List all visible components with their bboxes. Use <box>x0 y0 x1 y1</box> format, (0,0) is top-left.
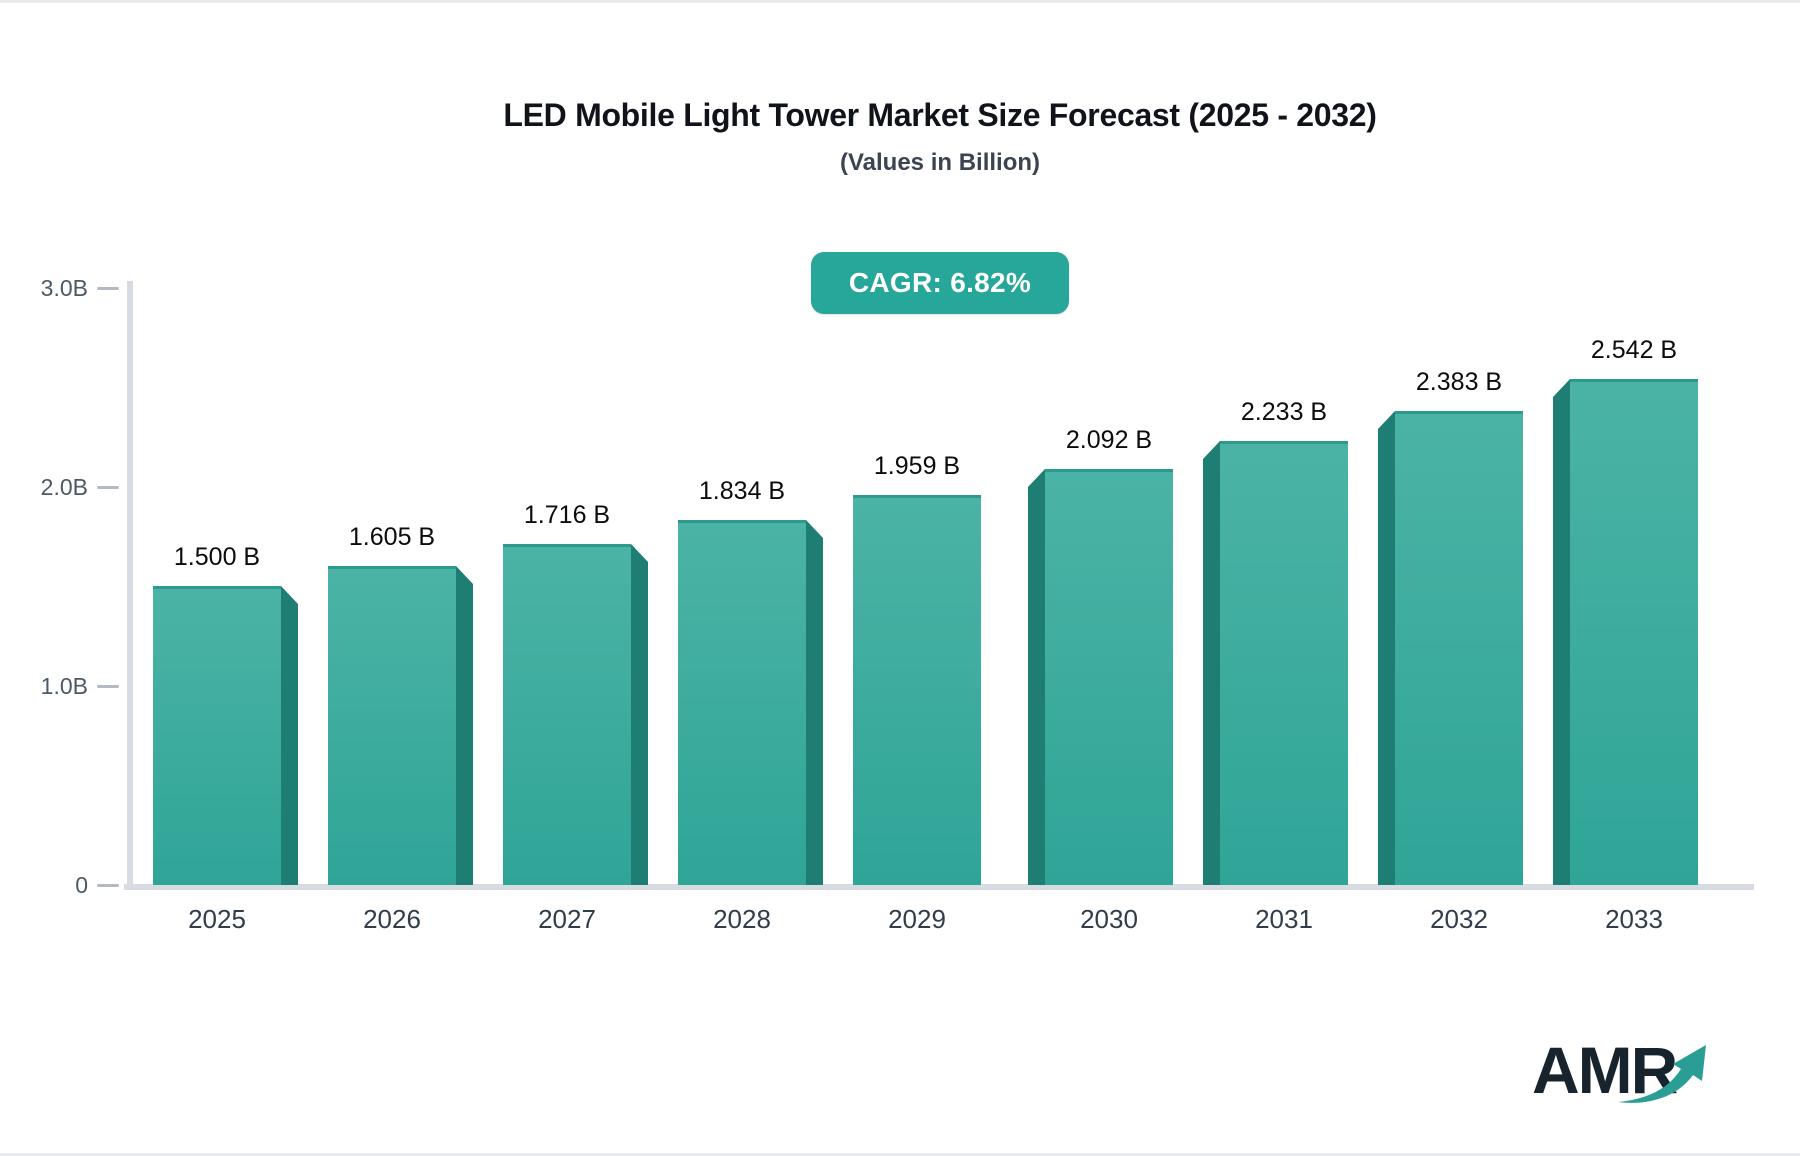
y-tick-label-0: 0 <box>75 872 88 898</box>
bar-side-2033 <box>1553 379 1570 885</box>
x-tick-label-2032: 2032 <box>1430 904 1488 934</box>
page-bottom-border <box>0 1153 1800 1156</box>
bar-face-2032[interactable] <box>1395 411 1523 885</box>
bar-value-label-2032: 2.383 B <box>1415 368 1503 396</box>
y-axis-line <box>127 281 133 890</box>
x-tick-label-2030: 2030 <box>1080 904 1138 934</box>
bar-side-2031 <box>1203 441 1220 885</box>
chart-title: LED Mobile Light Tower Market Size Forec… <box>503 97 1377 133</box>
brand-logo: AMR <box>1522 1032 1732 1122</box>
y-tick-3.0B <box>97 287 119 290</box>
cagr-badge: CAGR: 6.82% <box>810 252 1070 314</box>
x-axis-line <box>124 884 1754 890</box>
cagr-badge-row: CAGR: 6.82% <box>130 252 1750 314</box>
y-tick-label-2.0B: 2.0B <box>40 474 88 500</box>
bar-value-label-2031: 2.233 B <box>1240 398 1328 426</box>
bar-face-2030[interactable] <box>1045 469 1173 885</box>
y-tick-label-3.0B: 3.0B <box>40 275 88 301</box>
x-tick-label-2029: 2029 <box>888 904 946 934</box>
page-top-border <box>0 0 1800 3</box>
bar-side-2026 <box>456 566 473 885</box>
bar-side-2025 <box>281 586 298 885</box>
x-tick-label-2028: 2028 <box>713 904 771 934</box>
bar-side-2027 <box>631 544 648 885</box>
bar-value-label-2026: 1.605 B <box>348 523 436 551</box>
bar-value-label-2028: 1.834 B <box>698 477 786 505</box>
bar-value-label-2029: 1.959 B <box>873 452 961 480</box>
x-tick-label-2025: 2025 <box>188 904 246 934</box>
y-tick-2.0B <box>97 486 119 489</box>
y-tick-1.0B <box>97 685 119 688</box>
bar-side-2028 <box>806 520 823 885</box>
x-tick-label-2026: 2026 <box>363 904 421 934</box>
bar-side-2030 <box>1028 469 1045 885</box>
bar-face-2028[interactable] <box>678 520 806 885</box>
bar-value-label-2027: 1.716 B <box>523 501 611 529</box>
y-tick-0 <box>97 884 119 887</box>
bar-value-label-2030: 2.092 B <box>1065 426 1153 454</box>
bar-value-label-2033: 2.542 B <box>1590 336 1678 364</box>
bar-face-2027[interactable] <box>503 544 631 885</box>
x-tick-label-2033: 2033 <box>1605 904 1663 934</box>
bar-value-label-2025: 1.500 B <box>173 543 261 571</box>
bar-face-2025[interactable] <box>153 586 281 885</box>
bar-face-2033[interactable] <box>1570 379 1698 885</box>
chart-subtitle: (Values in Billion) <box>839 149 1041 176</box>
x-tick-label-2031: 2031 <box>1255 904 1313 934</box>
bar-face-2029[interactable] <box>853 495 981 885</box>
bar-face-2031[interactable] <box>1220 441 1348 885</box>
x-tick-label-2027: 2027 <box>538 904 596 934</box>
bar-side-2032 <box>1378 411 1395 885</box>
growth-arrow-icon <box>1618 1045 1706 1103</box>
bar-face-2026[interactable] <box>328 566 456 885</box>
y-tick-label-1.0B: 1.0B <box>40 673 88 699</box>
